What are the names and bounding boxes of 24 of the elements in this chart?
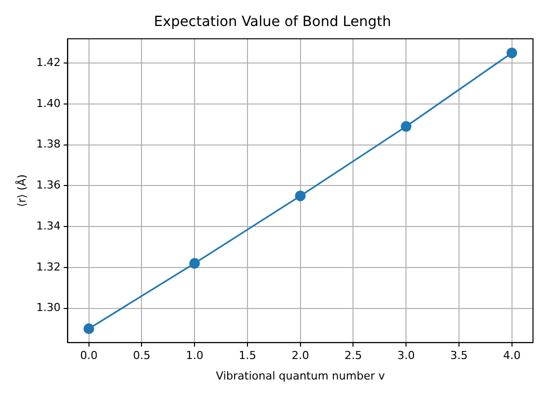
x-tick-label: 0.0 <box>80 349 98 362</box>
y-tick-label: 1.34 <box>36 219 61 232</box>
x-tick-label: 2.0 <box>292 349 310 362</box>
point <box>506 48 518 58</box>
point <box>295 190 306 202</box>
x-tick-label: 1.5 <box>238 349 256 362</box>
x-tick-label: 0.5 <box>132 349 150 362</box>
y-tick-label: 1.36 <box>36 178 61 192</box>
y-tick-label: 1.32 <box>36 260 61 274</box>
x-tick-label: 3.0 <box>397 349 415 362</box>
y-tick-label: 1.38 <box>36 138 61 151</box>
point <box>400 121 412 132</box>
point <box>189 258 200 269</box>
x-tick-label: 2.5 <box>344 349 362 362</box>
y-tick-label: 1.30 <box>36 301 61 314</box>
x-tick-label: 4.0 <box>503 349 521 362</box>
x-axis-title: Vibrational quantum number v <box>216 369 386 382</box>
chart-title: Expectation Value of Bond Length <box>154 14 392 30</box>
y-tick-label: 1.40 <box>36 96 61 110</box>
y-axis-title: ⟨r⟩ (Å) <box>14 174 28 208</box>
y-tick-label: 1.42 <box>36 56 61 69</box>
x-tick-label: 3.5 <box>450 349 468 362</box>
point <box>84 323 94 334</box>
x-tick-label: 1.0 <box>186 349 204 362</box>
